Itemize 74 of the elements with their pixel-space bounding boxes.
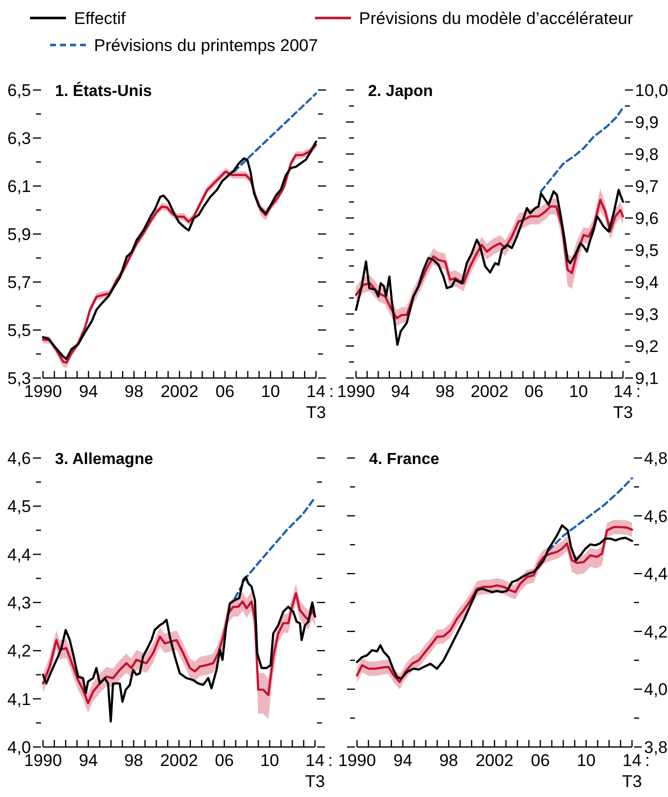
y-tick-label: 5,7 bbox=[7, 272, 31, 292]
y-tick-label: 5,9 bbox=[7, 224, 31, 244]
chart-title: 3. Allemagne bbox=[55, 451, 154, 468]
x-tick-label: 94 bbox=[79, 382, 98, 401]
y-tick-label: 5,5 bbox=[7, 320, 31, 340]
y-tick-label: 5,3 bbox=[7, 368, 31, 388]
x-tick-label: 2002 bbox=[470, 382, 508, 401]
y-tick-label: 6,5 bbox=[7, 80, 31, 100]
x-tick-label: 10 bbox=[261, 382, 280, 401]
line-series bbox=[42, 592, 316, 704]
legend-label: Effectif bbox=[74, 8, 126, 28]
x-tick-label: 06 bbox=[216, 382, 234, 401]
text: T3 bbox=[613, 403, 633, 422]
x-tick-label: 14 bbox=[306, 751, 324, 770]
y2-tick-label: 9,8 bbox=[635, 144, 659, 164]
x-tick-label: 2002 bbox=[476, 751, 514, 770]
x-tick-label: 10 bbox=[576, 751, 596, 770]
x-tick-label: 98 bbox=[124, 751, 144, 770]
y-tick-label: 6,3 bbox=[7, 128, 31, 148]
x-tick-label: 14 bbox=[622, 751, 642, 770]
line-series bbox=[233, 92, 318, 173]
y2-tick-label: 9,3 bbox=[635, 304, 659, 324]
x-tick-label: 06 bbox=[214, 751, 234, 770]
x-tick-label: 14 bbox=[614, 382, 632, 401]
y-tick-label: 4,2 bbox=[7, 642, 31, 661]
x-tick-label: 98 bbox=[124, 382, 144, 401]
x-tick-label: 10 bbox=[569, 382, 588, 401]
chart-title: 2. Japon bbox=[368, 83, 433, 100]
text: T3 bbox=[305, 772, 325, 791]
x-tick-label: 06 bbox=[524, 382, 544, 401]
legend-label: Prévisions du printemps 2007 bbox=[94, 36, 318, 55]
x-tick-label: 98 bbox=[436, 382, 454, 401]
text: : bbox=[329, 382, 334, 401]
line-series bbox=[234, 496, 316, 600]
x-tick-label: 98 bbox=[439, 751, 458, 770]
y2-tick-label: 4,4 bbox=[644, 564, 668, 584]
x-tick-label: 2002 bbox=[160, 751, 198, 770]
y2-tick-label: 9,4 bbox=[635, 272, 659, 292]
y2-tick-label: 9,1 bbox=[635, 368, 659, 388]
x-tick-label: 1990 bbox=[338, 751, 376, 770]
chart-title: 1. États-Unis bbox=[55, 81, 152, 100]
x-tick-label: 10 bbox=[260, 751, 280, 770]
y2-tick-label: 9,6 bbox=[635, 208, 659, 228]
x-tick-label: 14 bbox=[306, 382, 326, 401]
line-series bbox=[540, 106, 624, 193]
y2-tick-label: 4,0 bbox=[644, 680, 668, 700]
y2-tick-label: 4,6 bbox=[644, 506, 668, 526]
text: T3 bbox=[622, 772, 642, 791]
x-tick-label: 94 bbox=[391, 382, 410, 401]
text: : bbox=[328, 751, 333, 770]
x-tick-label: 94 bbox=[393, 751, 412, 770]
y-tick-label: 4,5 bbox=[7, 497, 31, 516]
x-tick-label: 1990 bbox=[337, 382, 375, 401]
y2-tick-label: 9,5 bbox=[635, 240, 659, 260]
legend-label: Prévisions du modèle d’accélérateur bbox=[359, 8, 634, 28]
y2-tick-label: 3,8 bbox=[644, 738, 668, 757]
y2-tick-label: 9,2 bbox=[635, 336, 659, 356]
text: T3 bbox=[306, 403, 326, 422]
y-tick-label: 4,4 bbox=[7, 545, 31, 564]
x-tick-label: 94 bbox=[78, 751, 98, 770]
y-tick-label: 4,3 bbox=[7, 593, 31, 612]
y-tick-label: 4,6 bbox=[7, 448, 31, 468]
x-tick-label: 2002 bbox=[160, 382, 198, 401]
y-tick-label: 4,0 bbox=[7, 738, 31, 757]
y-tick-label: 4,1 bbox=[7, 690, 31, 709]
line-series bbox=[548, 477, 634, 552]
y2-tick-label: 9,7 bbox=[635, 176, 659, 196]
y2-tick-label: 4,2 bbox=[644, 622, 668, 642]
y2-tick-label: 9,9 bbox=[635, 112, 659, 132]
chart-title: 4. France bbox=[369, 451, 440, 468]
y2-tick-label: 10,0 bbox=[635, 80, 668, 100]
y-tick-label: 6,1 bbox=[7, 176, 31, 196]
y2-tick-label: 4,8 bbox=[644, 448, 668, 468]
x-tick-label: 06 bbox=[530, 751, 550, 770]
